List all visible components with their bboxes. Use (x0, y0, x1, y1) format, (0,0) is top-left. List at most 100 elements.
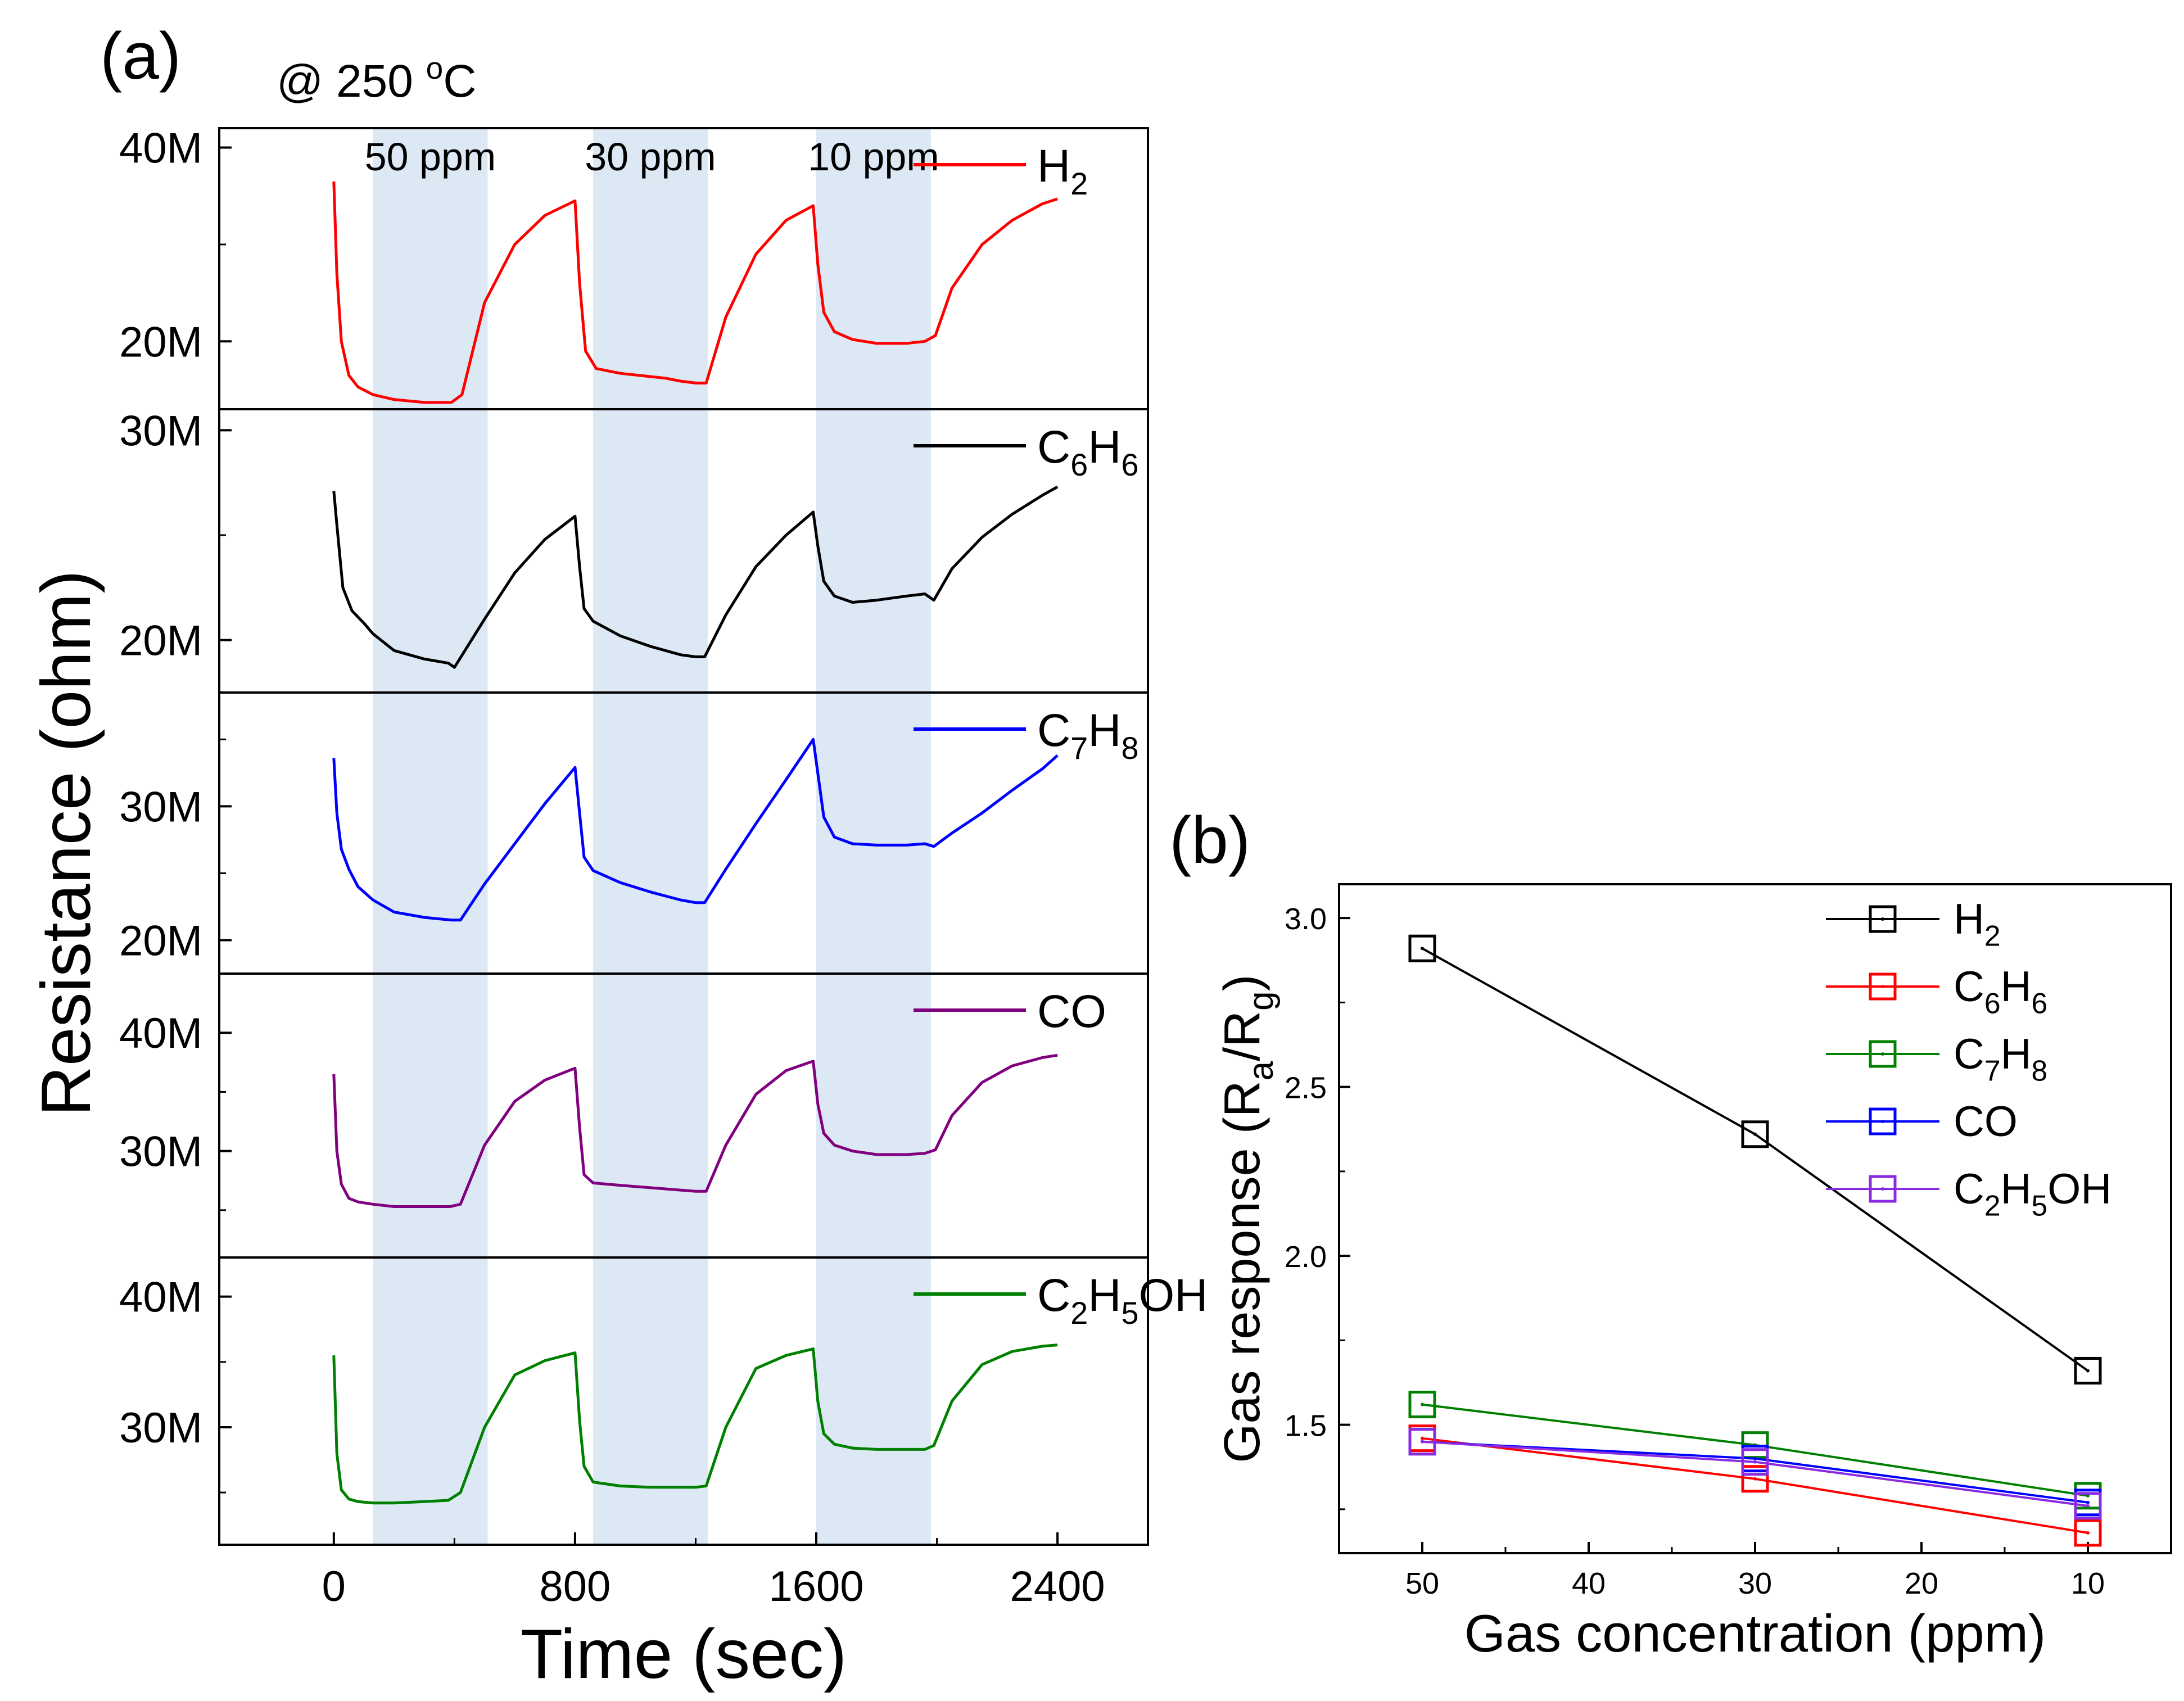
legend-b-label-CO: CO (1954, 1098, 2018, 1146)
legend-b-label-C6H6-part: 6 (1984, 987, 2001, 1019)
temperature-note-suffix: C (443, 56, 476, 107)
legend-b-label-CO-part: CO (1954, 1098, 2018, 1146)
legend-b-label-C2H5OH-part: 2 (1984, 1189, 2001, 1222)
exposure-label-2: 10 ppm (808, 135, 939, 179)
temperature-note-prefix: @ 250 (277, 56, 426, 107)
legend-b-label-C7H8-part: H (2001, 1030, 2032, 1078)
ytick-label-b-0: 1.5 (1285, 1409, 1327, 1443)
ytick-label-H2-1: 40M (119, 124, 202, 172)
ytick-label-C7H8-0: 20M (119, 917, 202, 965)
legend-label-C2H5OH: C2H5OH (1037, 1270, 1208, 1331)
marker-dot-C6H6-0 (1421, 1436, 1424, 1440)
legend-b-marker-C6H6 (1869, 972, 1897, 1001)
legend-label-C7H8: C7H8 (1037, 705, 1138, 766)
marker-dot-H2-1 (1753, 1132, 1757, 1136)
legend-b-marker-CO (1869, 1107, 1897, 1135)
y-axis-label-b-part: Gas response (R (1214, 1080, 1270, 1463)
legend-label-C2H5OH-part: 2 (1070, 1296, 1088, 1331)
ytick-label-b-1: 2.0 (1285, 1240, 1327, 1274)
xtick-label-b-0: 50 (1405, 1567, 1439, 1600)
legend-b-label-C7H8: C7H8 (1954, 1030, 2047, 1087)
legend-label-C7H8-part: 7 (1070, 731, 1088, 766)
marker-H2-1 (1741, 1120, 1769, 1148)
y-axis-label-b-part: /R (1214, 1011, 1270, 1061)
legend-label-C2H5OH-part: 5 (1121, 1296, 1138, 1331)
xtick-label-b-3: 20 (1905, 1567, 1938, 1600)
y-axis-label-b-part: ) (1214, 974, 1270, 991)
exposure-window-1 (593, 128, 708, 1545)
panel-b-label: (b) (1169, 803, 1250, 877)
ytick-label-CO-1: 40M (119, 1010, 202, 1057)
legend-b-label-C6H6: C6H6 (1954, 963, 2047, 1019)
marker-dot-CO-2 (2086, 1500, 2090, 1504)
legend-label-H2: H2 (1037, 141, 1088, 201)
ytick-label-H2-0: 20M (119, 318, 202, 366)
legend-b-marker-C7H8 (1869, 1040, 1897, 1068)
y-axis-label-b-part: a (1242, 1061, 1281, 1080)
legend-b-label-H2-part: 2 (1984, 919, 2001, 952)
legend-label-C6H6-part: 6 (1070, 447, 1088, 482)
trace-H2 (332, 181, 1058, 404)
legend-b-dot-CO (1881, 1120, 1884, 1123)
y-axis-label-b: Gas response (Ra/Rg) (1214, 974, 1281, 1463)
legend-b-dot-H2 (1881, 917, 1884, 921)
legend-b-label-C2H5OH-part: 5 (2032, 1189, 2048, 1222)
marker-C2H5OH-1 (1741, 1448, 1769, 1476)
legend-b-dot-C2H5OH (1881, 1187, 1884, 1191)
legend-label-C7H8-part: H (1088, 705, 1121, 756)
marker-dot-C2H5OH-1 (1753, 1460, 1757, 1464)
temperature-note-sup: o (426, 51, 444, 85)
ytick-label-b-3: 3.0 (1285, 902, 1327, 936)
legend-label-H2-part: 2 (1070, 166, 1088, 201)
legend-b-marker-H2 (1869, 905, 1897, 933)
marker-dot-C6H6-1 (1753, 1477, 1757, 1481)
xtick-label-a-3: 2400 (1010, 1563, 1105, 1610)
legend-b-label-C2H5OH: C2H5OH (1954, 1165, 2111, 1222)
y-axis-label-b-part: g (1242, 991, 1281, 1010)
marker-C2H5OH-0 (1408, 1428, 1436, 1456)
marker-C6H6-1 (1741, 1465, 1769, 1493)
legend-b-dot-C7H8 (1881, 1052, 1884, 1056)
temperature-note: @ 250 oC (277, 51, 476, 107)
marker-H2-2 (2074, 1356, 2102, 1385)
xtick-label-a-2: 1600 (768, 1563, 863, 1610)
legend-b-label-C7H8-part: 7 (1984, 1054, 2001, 1087)
marker-dot-C6H6-2 (2086, 1531, 2090, 1535)
marker-dot-H2-2 (2086, 1369, 2090, 1373)
legend-label-C6H6: C6H6 (1037, 422, 1138, 482)
xtick-label-b-2: 30 (1738, 1567, 1772, 1600)
trace-C2H5OH (332, 1343, 1058, 1505)
xtick-label-b-1: 40 (1572, 1567, 1606, 1600)
ytick-label-C6H6-1: 30M (119, 407, 202, 455)
ytick-label-C2H5OH-1: 40M (119, 1274, 202, 1322)
x-axis-label-a: Time (sec) (521, 1616, 847, 1693)
legend-label-C2H5OH-part: OH (1138, 1270, 1208, 1321)
legend-b-label-H2-part: H (1954, 895, 1984, 943)
legend-b-label-C6H6-part: H (2001, 963, 2032, 1011)
legend-label-C7H8-part: C (1037, 705, 1070, 756)
legend-label-C6H6-part: C (1037, 422, 1070, 473)
series-line-C6H6 (1422, 1437, 2088, 1534)
legend-b-label-C2H5OH-part: C (1954, 1165, 1984, 1213)
ytick-label-C6H6-0: 20M (119, 617, 202, 665)
exposure-label-1: 30 ppm (585, 135, 716, 179)
y-axis-label-a: Resistance (ohm) (28, 570, 105, 1116)
panel-b-chart: 50 40 30 20 101.52.02.53.0 H2C6H6C7H8COC2H5OH… (1214, 883, 2172, 1663)
legend-b-label-C6H6-part: C (1954, 963, 1984, 1011)
marker-dot-CO-1 (1753, 1456, 1757, 1460)
panel-a-label: (a) (100, 19, 181, 93)
legend-label-CO: CO (1037, 986, 1106, 1037)
legend-b-label-C7H8-part: 8 (2032, 1054, 2048, 1087)
marker-dot-C2H5OH-2 (2086, 1504, 2090, 1508)
legend-label-C6H6-part: 6 (1121, 447, 1138, 482)
marker-C2H5OH-2 (2074, 1492, 2102, 1520)
legend-label-C6H6-part: H (1088, 422, 1121, 473)
trace-C6H6 (332, 485, 1059, 669)
ytick-label-CO-0: 30M (119, 1128, 202, 1176)
exposure-window-0 (373, 128, 488, 1545)
trace-CO (332, 1053, 1058, 1208)
xtick-label-a-1: 800 (540, 1563, 611, 1610)
marker-H2-0 (1408, 934, 1436, 962)
